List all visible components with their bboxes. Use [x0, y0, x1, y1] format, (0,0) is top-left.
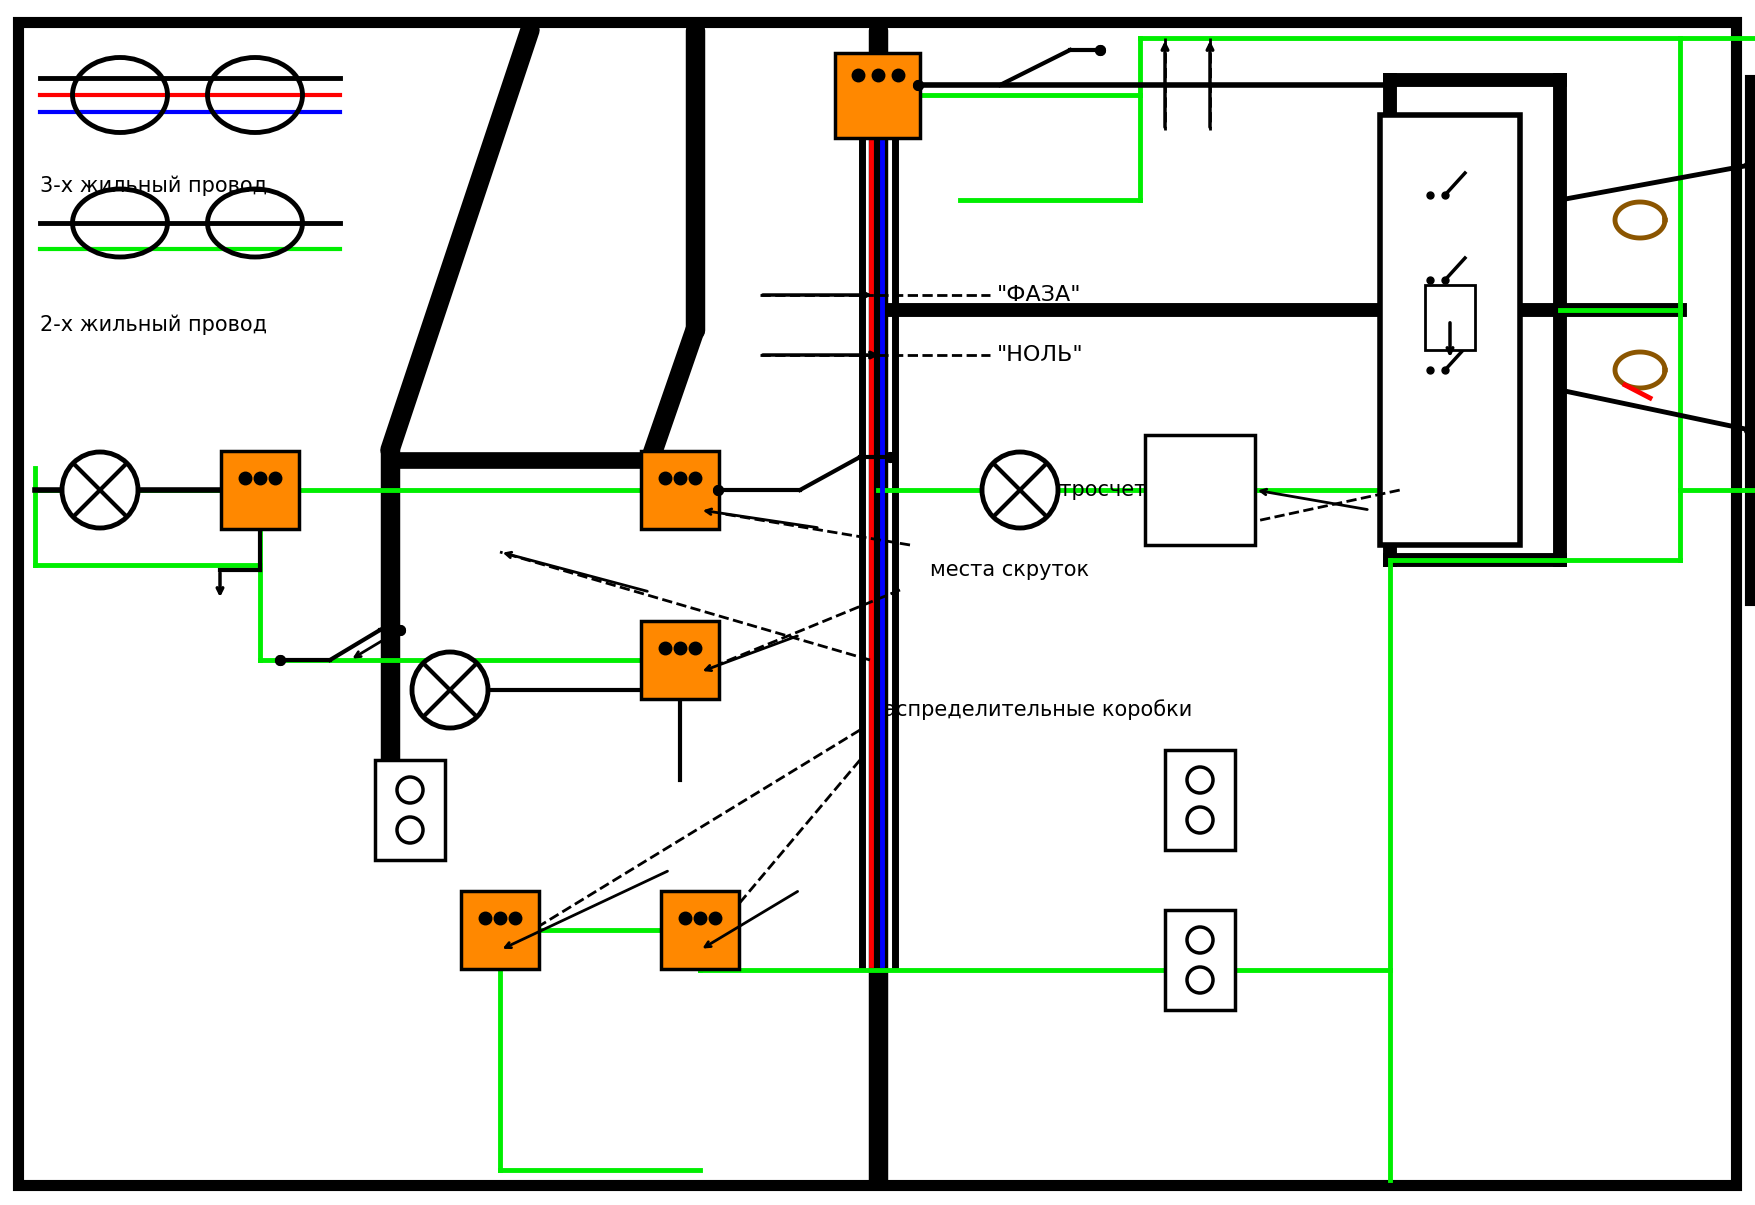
Bar	[1164, 750, 1234, 850]
Text: места скруток: места скруток	[930, 560, 1088, 580]
Circle shape	[412, 652, 488, 728]
Bar	[462, 890, 539, 969]
Bar	[641, 451, 718, 529]
Text: "НОЛЬ": "НОЛЬ"	[997, 345, 1083, 365]
Text: 3-х жильный провод: 3-х жильный провод	[40, 175, 267, 195]
Circle shape	[1186, 966, 1213, 993]
Text: электросчетчик: электросчетчик	[1009, 480, 1185, 500]
Circle shape	[1186, 927, 1213, 953]
Circle shape	[1186, 768, 1213, 793]
Text: "ФАЗА": "ФАЗА"	[997, 286, 1081, 305]
Circle shape	[397, 817, 423, 843]
Circle shape	[397, 777, 423, 803]
Bar	[835, 53, 920, 137]
Bar	[660, 890, 739, 969]
Bar	[221, 451, 298, 529]
Bar	[1164, 910, 1234, 1010]
Bar	[376, 760, 444, 860]
Text: распределительные коробки: распределительные коробки	[869, 700, 1192, 721]
Bar	[1144, 435, 1255, 545]
Circle shape	[981, 452, 1058, 528]
Bar	[1379, 114, 1520, 545]
Bar	[641, 621, 718, 699]
Circle shape	[1186, 807, 1213, 833]
Bar	[1425, 286, 1474, 349]
Text: 2-х жильный провод: 2-х жильный провод	[40, 315, 267, 335]
Circle shape	[61, 452, 139, 528]
